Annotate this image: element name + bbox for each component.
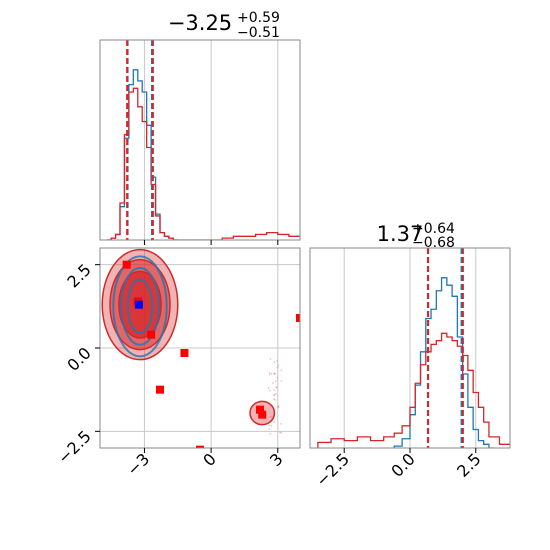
hist-series-b-0 xyxy=(393,277,495,448)
contour-blue-1 xyxy=(120,267,160,346)
faint-sample-0 xyxy=(273,398,276,401)
title-upper-error-a: +0.59 xyxy=(237,10,280,26)
quantile-lines-bottom-right xyxy=(426,248,464,448)
title-value-a: −3.25 xyxy=(168,11,232,35)
marginal-panel-bottom-right: −2.5 0.0 2.5 1.37 +0.64 −0.68 xyxy=(309,221,511,490)
faint-sample-5 xyxy=(271,416,273,419)
faint-sample-2 xyxy=(273,394,276,397)
histogram-bottom-right xyxy=(317,277,510,448)
title-lower-error-b: −0.68 xyxy=(412,235,455,251)
ticks-top-left xyxy=(143,240,279,245)
faint-sample-30 xyxy=(280,380,283,382)
faint-sample-37 xyxy=(279,431,281,434)
ticks-bottom-right: −2.5 0.0 2.5 xyxy=(312,448,485,490)
faint-sample-32 xyxy=(273,421,276,423)
faint-sample-33 xyxy=(273,389,276,392)
faint-sample-14 xyxy=(272,398,275,400)
ytick-label-c-1: 0.0 xyxy=(63,343,94,374)
xtick-label-c-2: 3 xyxy=(266,449,287,470)
faint-sample-23 xyxy=(273,372,276,375)
red-marker-2 xyxy=(147,330,156,339)
red-marker-7 xyxy=(258,410,267,419)
faint-sample-20 xyxy=(272,382,274,384)
red-marker-4 xyxy=(156,385,164,394)
hist-series-a-1 xyxy=(106,87,300,240)
faint-sample-27 xyxy=(273,361,276,364)
hist-series-b-1 xyxy=(317,332,510,448)
red-marker-6 xyxy=(256,405,264,414)
title-upper-error-b: +0.64 xyxy=(412,221,455,237)
faint-sample-28 xyxy=(267,387,270,389)
axes-frame-top-left xyxy=(99,39,301,241)
hist-series-a-0 xyxy=(106,69,178,240)
joint-panel-bottom-left: −3 0 3 −2.5 0.0 2.5 xyxy=(54,247,301,480)
red-marker-3 xyxy=(180,349,189,357)
xtick-label-c-0: −3 xyxy=(123,449,153,479)
faint-sample-22 xyxy=(270,424,273,427)
faint-sample-25 xyxy=(277,406,280,409)
ytick-label-c-0: −2.5 xyxy=(54,427,95,468)
xtick-label-b-1: 0.0 xyxy=(387,449,418,480)
ytick-label-c-2: 2.5 xyxy=(63,260,94,291)
contour-blue-2 xyxy=(126,278,154,335)
faint-sample-24 xyxy=(275,386,278,389)
faint-sample-35 xyxy=(277,364,280,367)
marginal-panel-top-left: −3.25 +0.59 −0.51 xyxy=(99,10,301,245)
faint-sample-12 xyxy=(268,389,271,392)
faint-sample-29 xyxy=(276,405,279,408)
histogram-top-left xyxy=(106,69,300,240)
panel-title-top-left: −3.25 xyxy=(168,11,232,35)
faint-sample-19 xyxy=(269,415,272,418)
faint-sample-34 xyxy=(270,373,273,375)
faint-sample-15 xyxy=(276,376,279,379)
grid-top-left xyxy=(143,40,279,240)
xtick-label-b-2: 2.5 xyxy=(453,449,484,480)
xtick-label-c-1: 0 xyxy=(199,449,220,470)
faint-sample-26 xyxy=(269,372,271,374)
faint-sample-18 xyxy=(274,380,277,383)
faint-sample-17 xyxy=(273,372,276,375)
markers-joint xyxy=(122,260,300,448)
faint-sample-39 xyxy=(277,405,280,408)
xtick-label-b-0: −2.5 xyxy=(312,449,353,490)
faint-sample-13 xyxy=(280,369,283,372)
faint-sample-11 xyxy=(280,431,283,434)
faint-sample-16 xyxy=(269,432,272,435)
panel-title-bottom-right: 1.37 xyxy=(377,222,424,246)
faint-sample-31 xyxy=(273,393,276,396)
title-value-b: 1.37 xyxy=(377,222,424,246)
faint-sample-21 xyxy=(268,428,271,430)
red-marker-5 xyxy=(196,445,204,448)
faint-sample-38 xyxy=(280,422,282,425)
title-lower-error-a: −0.51 xyxy=(237,25,280,41)
red-marker-8 xyxy=(296,314,300,322)
red-marker-0 xyxy=(122,260,131,269)
faint-sample-3 xyxy=(268,424,270,427)
faint-sample-1 xyxy=(268,373,271,376)
quantile-lines-top-left xyxy=(126,40,154,240)
faint-sample-7 xyxy=(274,372,276,375)
blue-marker xyxy=(134,300,143,309)
contour-blue-0 xyxy=(112,255,168,358)
faint-sample-8 xyxy=(276,366,279,369)
faint-sample-36 xyxy=(270,415,273,418)
contours-joint xyxy=(101,248,283,435)
faint-sample-6 xyxy=(276,360,279,363)
faint-sample-10 xyxy=(269,358,272,360)
faint-sample-9 xyxy=(274,393,277,395)
faint-sample-4 xyxy=(275,386,278,389)
